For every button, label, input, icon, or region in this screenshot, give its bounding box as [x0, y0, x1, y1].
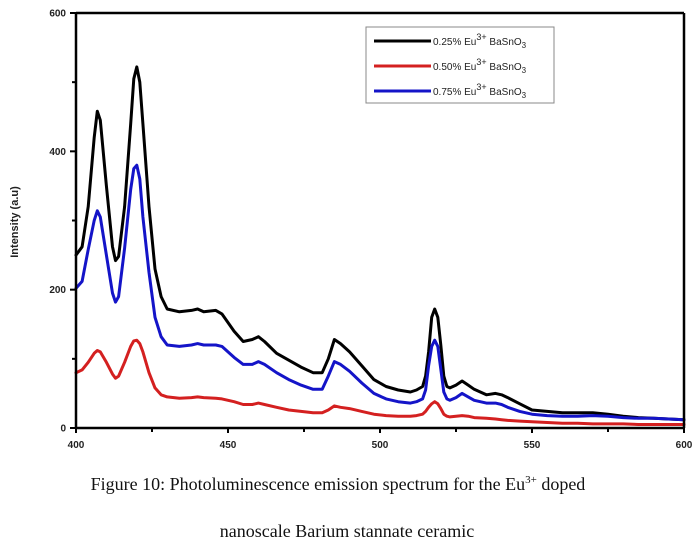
series-line-0 [74, 65, 686, 422]
x-tick-label: 450 [220, 440, 237, 451]
legend: 0.25% Eu3+ BaSnO3 0.50% Eu3+ BaSnO3 0.75% … [365, 26, 555, 104]
legend-label: 0.75% Eu3+ BaSnO3 [433, 82, 527, 100]
legend-label: 0.25% Eu3+ BaSnO3 [433, 32, 527, 50]
figure-caption-line1: Figure 10: Photoluminescence emission sp… [0, 474, 688, 495]
legend-item: 0.25% Eu3+ BaSnO3 [374, 32, 527, 50]
y-tick-label: 0 [60, 424, 66, 435]
legend-label: 0.50% Eu3+ BaSnO3 [433, 57, 527, 75]
y-tick-label: 400 [49, 147, 66, 158]
x-tick-label: 600 [676, 440, 693, 451]
caption-sup: 3+ [525, 474, 537, 486]
x-tick-label: 500 [372, 440, 389, 451]
x-tick-label: 400 [68, 440, 85, 451]
y-axis-label: Intensity (a.u) [9, 186, 21, 258]
caption-text-a: Figure 10: Photoluminescence emission sp… [90, 474, 526, 494]
x-tick-label: 550 [524, 440, 541, 451]
ticks-layer: 400 450 500 550 600 0 200 400 600 [49, 9, 692, 452]
caption-text-b: doped [536, 474, 586, 494]
series-line-2 [74, 163, 686, 422]
legend-item: 0.75% Eu3+ BaSnO3 [374, 82, 527, 100]
series-line-1 [74, 338, 686, 426]
chart: 400 450 500 550 600 0 200 400 600 Intensity (a.u… [9, 9, 693, 452]
y-tick-label: 600 [49, 9, 66, 20]
y-tick-label: 200 [49, 285, 66, 296]
legend-item: 0.50% Eu3+ BaSnO3 [374, 57, 527, 75]
figure-caption-line2: nanoscale Barium stannate ceramic [219, 521, 475, 541]
series-layer [74, 65, 686, 426]
